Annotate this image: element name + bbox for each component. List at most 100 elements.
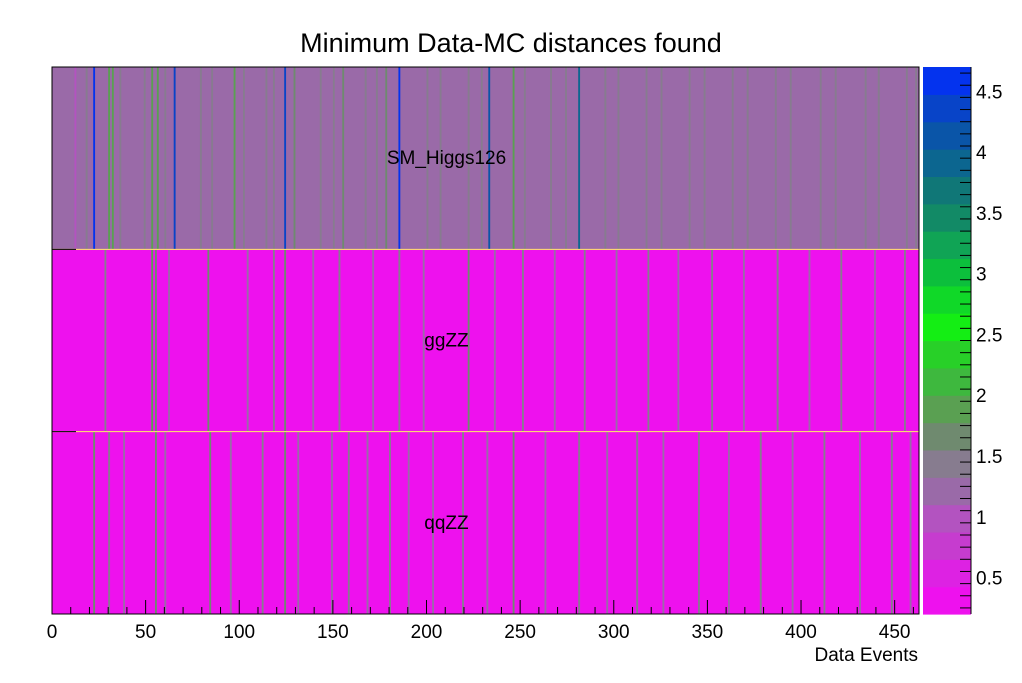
heatmap-cell <box>742 249 745 432</box>
heatmap-cell <box>61 67 64 250</box>
heatmap-cell <box>123 431 126 614</box>
colorbar-tick-label: 4.5 <box>976 82 1002 103</box>
heatmap-cell <box>372 249 375 432</box>
heatmap-cell <box>746 67 749 250</box>
x-tick-label: 450 <box>879 622 911 643</box>
heatmap-cell <box>550 67 552 250</box>
heatmap-cell <box>375 67 378 250</box>
row-label: SM_Higgs126 <box>387 148 506 169</box>
heatmap-cell <box>398 67 401 250</box>
heatmap-cell <box>104 249 107 432</box>
heatmap-cell <box>111 67 114 250</box>
heatmap-cell <box>297 431 300 614</box>
heatmap-cell <box>229 431 232 614</box>
heatmap-cell <box>819 67 822 250</box>
colorbar-tick-label: 2.5 <box>976 325 1002 346</box>
heatmap-cell <box>859 431 861 614</box>
heatmap-cell <box>840 249 843 432</box>
heatmap-cell <box>536 67 539 250</box>
colorbar-segment <box>923 531 971 560</box>
heatmap-cell <box>284 67 287 250</box>
colorbar-segment <box>923 559 971 588</box>
heatmap-cell <box>660 67 663 250</box>
heatmap-cell <box>366 431 369 614</box>
heatmap-cell <box>727 431 730 614</box>
colorbar-segment <box>923 449 971 478</box>
heatmap-cell <box>488 67 491 250</box>
heatmap-cell <box>789 67 792 250</box>
heatmap-cell <box>154 431 157 614</box>
heatmap-cell <box>578 431 581 614</box>
colorbar-tick-label: 2 <box>976 386 987 407</box>
heatmap-cell <box>703 67 706 250</box>
heatmap-cell <box>272 67 275 250</box>
heatmap-cell <box>583 249 586 432</box>
heatmap-cell <box>636 431 639 614</box>
heatmap-cell <box>615 249 618 432</box>
heatmap-cell <box>243 67 245 250</box>
heatmap-cell <box>604 67 607 250</box>
x-tick-label: 50 <box>135 622 156 643</box>
heatmap-cell <box>254 67 257 250</box>
colorbar-segment <box>923 313 971 342</box>
heatmap-cell <box>93 67 96 250</box>
heatmap-cell <box>265 67 268 250</box>
heatmap-cell <box>173 67 176 250</box>
heatmap-cell <box>688 67 691 250</box>
heatmap-cell <box>698 431 700 614</box>
heatmap-cell <box>319 67 322 250</box>
colorbar-segment <box>923 258 971 287</box>
heatmap-cell <box>154 249 157 432</box>
colorbar-tick-label: 3 <box>976 265 987 286</box>
heatmap-cell <box>422 249 425 432</box>
x-tick-label: 350 <box>692 622 724 643</box>
heatmap-cell <box>293 67 296 250</box>
heatmap-cell <box>486 431 489 614</box>
row-labels: qqZZ ggZZ SM_Higgs126 <box>387 148 506 534</box>
heatmap-cell <box>759 431 762 614</box>
heatmap-cell <box>261 431 264 614</box>
heatmap-cell <box>877 67 880 250</box>
colorbar-segment <box>923 94 971 123</box>
heatmap-cell <box>909 431 912 614</box>
colorbar-tick-label: 4 <box>976 143 987 164</box>
heatmap-cell <box>711 249 714 432</box>
heatmap-row-background <box>52 67 919 250</box>
heatmap-cell <box>342 67 345 250</box>
colorbar-segment <box>923 231 971 260</box>
heatmap-cell <box>823 431 826 614</box>
heatmap-cell <box>731 67 734 250</box>
colorbar-tick-label: 3.5 <box>976 204 1002 225</box>
x-tick-label: 100 <box>223 622 255 643</box>
heatmap-cell <box>85 67 88 250</box>
colorbar-segment <box>923 149 971 177</box>
chart-title: Minimum Data-MC distances found <box>300 28 722 58</box>
colorbar-segment <box>923 586 971 615</box>
heatmap-cell <box>151 67 154 250</box>
heatmap-cell <box>332 67 335 250</box>
heatmap-cell <box>272 249 275 432</box>
heatmap-cell <box>677 249 680 432</box>
heatmap-cell <box>632 67 635 250</box>
heatmap-cell <box>645 67 648 250</box>
x-tick-label: 200 <box>411 622 443 643</box>
heatmap-cell <box>493 249 496 432</box>
heatmap-row-background <box>52 249 919 432</box>
x-tick-label: 300 <box>598 622 630 643</box>
heatmap-cell <box>647 249 650 432</box>
heatmap-cell <box>553 249 556 432</box>
heatmap-cell <box>890 431 893 614</box>
x-axis-title: Data Events <box>815 645 919 666</box>
colorbar-segment <box>923 340 971 369</box>
colorbar-segment <box>923 395 971 424</box>
heatmap-cell <box>156 67 159 250</box>
heatmap-cell <box>849 67 852 250</box>
heatmap-cell <box>834 67 837 250</box>
heatmap-cell <box>211 67 214 250</box>
heatmap-cell <box>93 431 96 614</box>
heatmap-cell <box>398 249 401 432</box>
colorbar-segment <box>923 67 971 95</box>
heatmap-cell <box>439 67 442 250</box>
heatmap-row-background <box>52 431 919 614</box>
